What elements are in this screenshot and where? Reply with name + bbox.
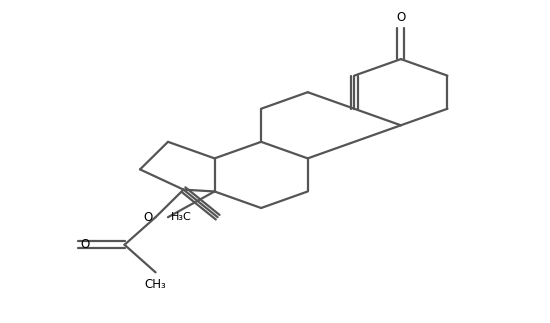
Text: O: O	[80, 238, 90, 251]
Text: CH₃: CH₃	[145, 278, 167, 291]
Text: O: O	[144, 211, 153, 224]
Text: H₃C: H₃C	[170, 212, 191, 222]
Text: O: O	[396, 11, 405, 24]
